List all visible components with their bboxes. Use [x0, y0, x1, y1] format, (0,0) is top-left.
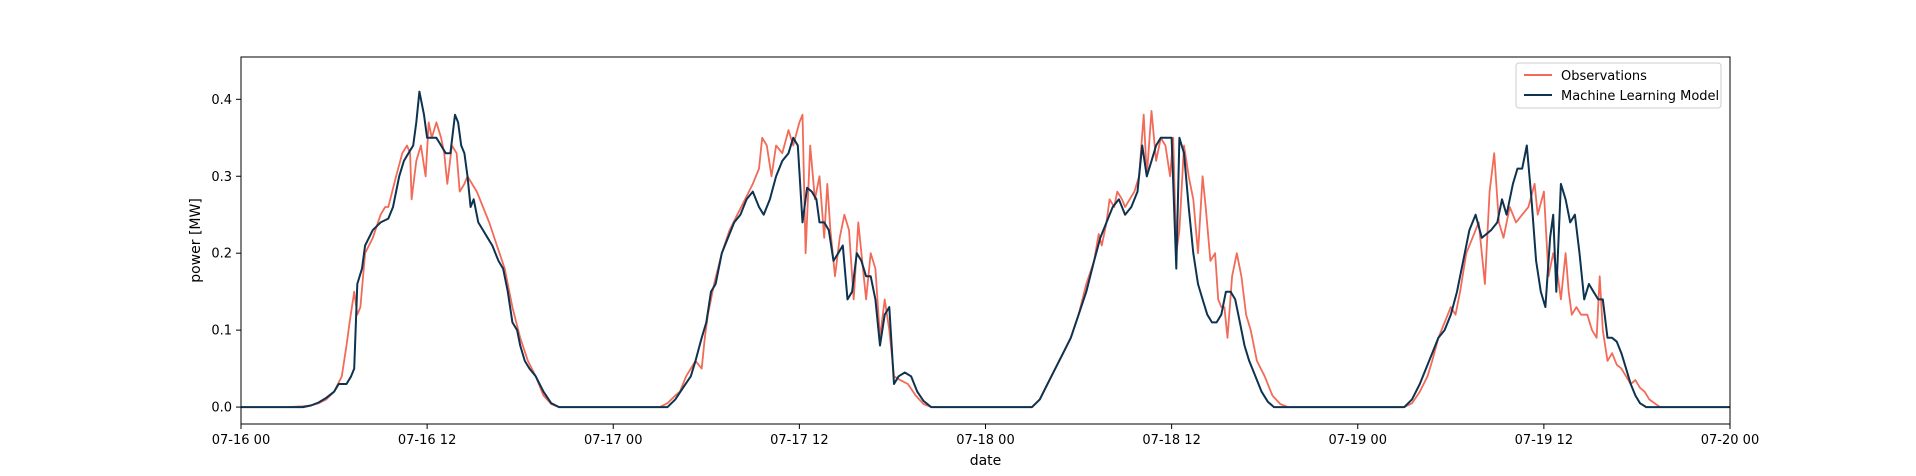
- x-tick-label: 07-19 00: [1329, 433, 1387, 448]
- x-tick-label: 07-19 12: [1515, 433, 1573, 448]
- y-axis: 0.0 0.1 0.2 0.3 0.4: [211, 93, 241, 416]
- x-tick-label: 07-18 00: [956, 433, 1014, 448]
- x-tick-label: 07-16 12: [398, 433, 456, 448]
- x-axis-label: date: [970, 453, 1002, 469]
- plot-frame: [240, 56, 1731, 425]
- series-line-machine-learning-model: [241, 90, 1730, 409]
- x-tick-label: 07-18 12: [1142, 433, 1200, 448]
- y-tick-label: 0.3: [211, 170, 232, 185]
- x-tick-label: 07-17 12: [770, 433, 828, 448]
- x-axis: 07-16 00 07-16 12 07-17 00 07-17 12 07-18 00…: [212, 424, 1759, 448]
- series-layer: [241, 90, 1730, 409]
- y-tick-label: 0.2: [211, 247, 232, 262]
- x-tick-label: 07-16 00: [212, 433, 270, 448]
- legend-label-observations: Observations: [1561, 69, 1647, 84]
- y-tick-label: 0.0: [211, 401, 232, 416]
- y-tick-label: 0.4: [211, 93, 232, 108]
- legend-box: [1515, 62, 1722, 109]
- plot-area: [240, 56, 1731, 425]
- y-tick-label: 0.1: [211, 324, 232, 339]
- legend: Observations Machine Learning Model: [1515, 62, 1722, 109]
- y-axis-label: power [MW]: [188, 198, 204, 283]
- x-tick-label: 07-20 00: [1701, 433, 1759, 448]
- legend-label-machine-learning-model: Machine Learning Model: [1561, 89, 1719, 104]
- x-tick-label: 07-17 00: [584, 433, 642, 448]
